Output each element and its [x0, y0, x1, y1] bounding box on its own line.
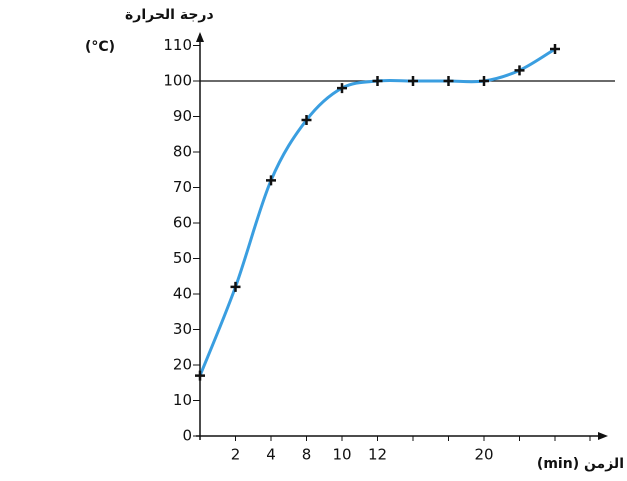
y-tick-label: 70	[173, 178, 192, 196]
y-axis-title: درجة الحرارة	[125, 7, 214, 23]
y-tick-label: 20	[173, 356, 192, 374]
data-point	[230, 281, 241, 292]
data-point	[301, 115, 312, 126]
x-tick-label: 4	[266, 446, 276, 464]
x-tick-label: 8	[302, 446, 312, 464]
data-point	[443, 76, 454, 86]
x-axis-arrow	[598, 432, 608, 440]
data-point	[550, 44, 560, 55]
data-point	[337, 83, 347, 94]
x-tick-label: 2	[231, 446, 241, 464]
x-axis-title: الزمن (min)	[537, 456, 624, 472]
data-point	[266, 175, 276, 186]
y-tick-label: 110	[163, 36, 192, 54]
y-tick-label: 10	[173, 391, 192, 409]
data-point	[408, 76, 418, 86]
y-axis-arrow	[196, 32, 204, 42]
y-axis-unit: (°C)	[85, 39, 115, 55]
y-tick-label: 40	[173, 285, 192, 303]
x-tick-label: 10	[332, 446, 351, 464]
y-tick-label: 50	[173, 249, 192, 267]
y-tick-label: 100	[163, 72, 192, 90]
data-point	[372, 76, 383, 86]
data-point	[514, 65, 525, 76]
y-tick-label: 30	[173, 320, 192, 338]
y-tick-label: 90	[173, 107, 192, 125]
y-tick-label: 80	[173, 143, 192, 161]
x-tick-label: 20	[474, 446, 493, 464]
y-tick-label: 60	[173, 214, 192, 232]
data-point	[479, 76, 489, 86]
x-tick-label: 12	[368, 446, 387, 464]
y-tick-label: 0	[182, 427, 192, 445]
data-line	[198, 47, 556, 377]
data-point	[195, 370, 205, 381]
